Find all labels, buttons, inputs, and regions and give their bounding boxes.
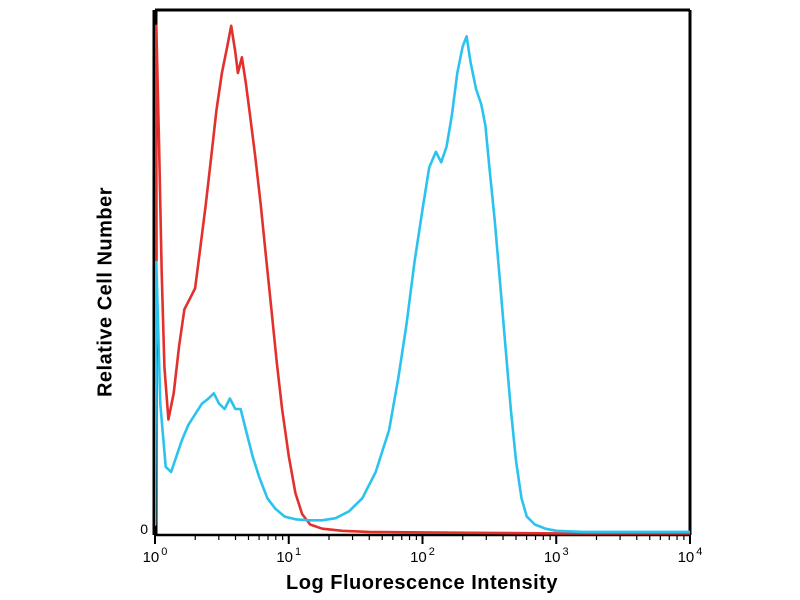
series-line-red-curve xyxy=(155,24,690,535)
x-tick-label: 10 1 xyxy=(276,546,301,566)
x-axis-title: Log Fluorescence Intensity xyxy=(286,572,558,594)
series-line-cyan-curve xyxy=(155,35,690,534)
y-axis-title: Relative Cell Number xyxy=(94,186,117,398)
x-tick-label: 10 4 xyxy=(678,546,703,566)
y-axis-zero-label: 0 xyxy=(140,521,148,537)
x-tick-label: 10 0 xyxy=(143,546,168,566)
x-tick-label: 10 2 xyxy=(410,546,435,566)
x-tick-label: 10 3 xyxy=(544,546,569,566)
